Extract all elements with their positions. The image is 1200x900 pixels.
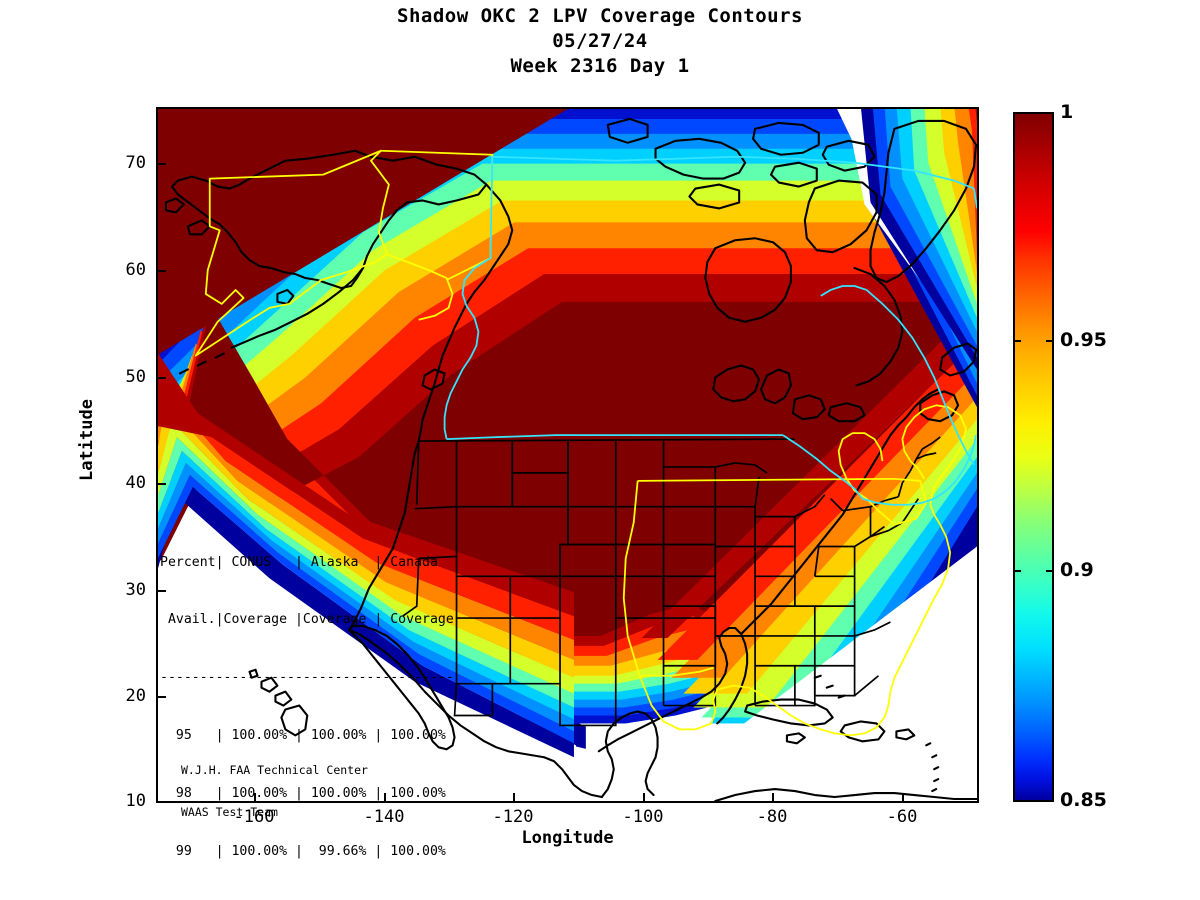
colorbar-tick-0p85-right bbox=[1046, 800, 1054, 802]
xtick-label-m140: -140 bbox=[363, 807, 405, 827]
colorbar-tick-0p9-right bbox=[1046, 570, 1054, 572]
coverage-stats-table: Percent| CONUS | Alaska | Canada Avail.|… bbox=[160, 514, 454, 900]
coastlines bbox=[164, 117, 977, 801]
northwest-fringe bbox=[158, 109, 568, 355]
title-line-2: 05/27/24 bbox=[552, 30, 648, 52]
ytick-60 bbox=[157, 270, 166, 272]
colorbar-gradient bbox=[1013, 112, 1054, 802]
xtick-m120 bbox=[513, 793, 515, 803]
ytick-10 bbox=[157, 801, 166, 803]
stats-header-row-1: Percent| CONUS | Alaska | Canada bbox=[160, 554, 438, 570]
colorbar-label-0p85: 0.85 bbox=[1060, 789, 1107, 811]
x-axis-title: Longitude bbox=[521, 828, 614, 848]
colorbar-tick-0p95-right bbox=[1046, 340, 1054, 342]
credit-line-1: W.J.H. FAA Technical Center bbox=[181, 763, 368, 777]
colorbar: 1 0.95 0.9 0.85 bbox=[1013, 101, 1107, 811]
table-row: 95 | 100.00% | 100.00% | 100.00% bbox=[160, 728, 446, 744]
map-plot-area bbox=[156, 107, 979, 803]
xtick-m80 bbox=[772, 793, 774, 803]
xtick-m160 bbox=[254, 793, 256, 803]
colorbar-tick-0p9 bbox=[1013, 570, 1021, 572]
title-line-1: Shadow OKC 2 LPV Coverage Contours bbox=[397, 5, 803, 27]
xtick-label-m120: -120 bbox=[492, 807, 534, 827]
xtick-label-m100: -100 bbox=[622, 807, 664, 827]
colorbar-tick-1 bbox=[1013, 112, 1021, 114]
colorbar-tick-0p95 bbox=[1013, 340, 1021, 342]
colorbar-tick-0p85 bbox=[1013, 800, 1021, 802]
y-axis-title: Latitude bbox=[77, 399, 97, 481]
xtick-m60 bbox=[902, 793, 904, 803]
ytick-label-40: 40 bbox=[125, 473, 146, 493]
stats-separator: ------------------------------------- bbox=[160, 670, 454, 686]
xtick-label-m160: -160 bbox=[233, 807, 275, 827]
stats-header-row-2: Avail.|Coverage |Coverage | Coverage bbox=[160, 612, 454, 628]
table-row: 98 | 100.00% | 100.00% | 100.00% bbox=[160, 786, 446, 802]
colorbar-label-0p9: 0.9 bbox=[1060, 559, 1094, 581]
colorbar-label-1: 1 bbox=[1060, 101, 1074, 123]
xtick-m140 bbox=[384, 793, 386, 803]
ytick-label-70: 70 bbox=[125, 153, 146, 173]
figure-title: Shadow OKC 2 LPV Coverage Contours 05/27… bbox=[0, 4, 1200, 79]
xtick-label-m60: -60 bbox=[886, 807, 918, 827]
xtick-m100 bbox=[643, 793, 645, 803]
northeast-fringe bbox=[837, 109, 977, 408]
title-line-3: Week 2316 Day 1 bbox=[510, 55, 690, 77]
credit-line-2: WAAS Test Team bbox=[181, 805, 278, 819]
xtick-label-m80: -80 bbox=[756, 807, 788, 827]
ytick-label-60: 60 bbox=[125, 260, 146, 280]
service-volume-boundary-cyan bbox=[443, 155, 977, 506]
state-borders bbox=[402, 436, 941, 727]
ytick-20 bbox=[157, 696, 166, 698]
ytick-30 bbox=[157, 590, 166, 592]
ytick-label-20: 20 bbox=[125, 686, 146, 706]
ytick-label-30: 30 bbox=[125, 580, 146, 600]
ytick-40 bbox=[157, 483, 166, 485]
ytick-label-10: 10 bbox=[125, 791, 146, 811]
coverage-map bbox=[158, 109, 977, 801]
colorbar-tick-1-right bbox=[1046, 112, 1054, 114]
credit-text: W.J.H. FAA Technical Center WAAS Test Te… bbox=[181, 735, 368, 847]
colorbar-label-0p95: 0.95 bbox=[1060, 329, 1107, 351]
ytick-50 bbox=[157, 377, 166, 379]
ytick-label-50: 50 bbox=[125, 367, 146, 387]
table-row: 99 | 100.00% | 99.66% | 100.00% bbox=[160, 844, 446, 860]
ytick-70 bbox=[157, 163, 166, 165]
southwest-fringe bbox=[158, 353, 576, 801]
